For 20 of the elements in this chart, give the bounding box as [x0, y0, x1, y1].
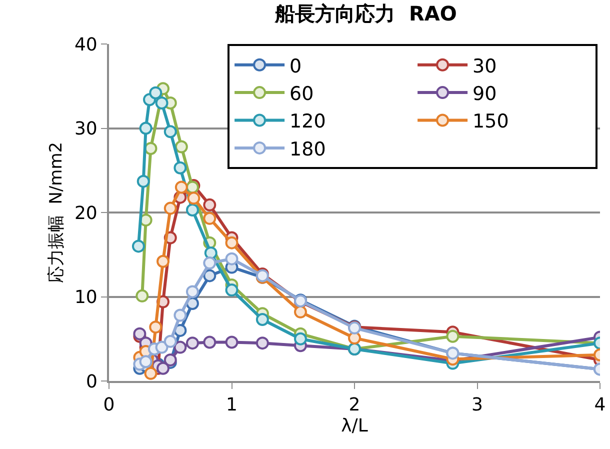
legend-label: 150	[472, 110, 509, 133]
legend-label: 120	[290, 110, 326, 133]
y-tick-label: 0	[86, 371, 98, 392]
legend-label: 0	[290, 55, 302, 78]
y-tick-label: 30	[74, 118, 98, 140]
legend-label: 30	[472, 55, 497, 78]
x-tick-label: 2	[348, 394, 360, 416]
y-tick-label: 40	[74, 34, 98, 56]
x-tick-label: 1	[226, 394, 238, 416]
legend-label: 90	[472, 82, 497, 105]
x-tick-label: 0	[103, 394, 115, 416]
legend-label: 60	[290, 82, 314, 105]
legend-label: 180	[290, 138, 326, 160]
chart-title: 船長方向応力 RAO	[274, 2, 457, 26]
y-tick-label: 10	[74, 287, 98, 308]
x-tick-label: 3	[472, 394, 483, 416]
y-axis-title: 応力振幅 N/mm2	[46, 142, 67, 284]
x-tick-label: 4	[594, 394, 606, 416]
x-axis-title: λ/L	[341, 416, 368, 437]
y-tick-label: 20	[74, 202, 98, 224]
